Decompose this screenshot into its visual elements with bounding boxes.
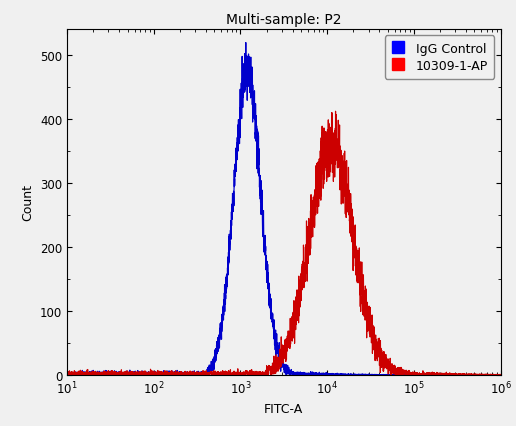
10309-1-AP (332, 109, 338, 115)
IgG Control (270, 325, 276, 330)
IgG Control (463, 372, 469, 377)
Line: IgG Control: IgG Control (67, 43, 501, 375)
10309-1-AP (463, 372, 469, 377)
IgG Control (243, 41, 249, 46)
10309-1-AP (246, 372, 252, 377)
IgG Control (379, 372, 385, 377)
IgG Control (497, 372, 504, 377)
Title: Multi-sample: P2: Multi-sample: P2 (226, 13, 342, 27)
Legend: IgG Control, 10309-1-AP: IgG Control, 10309-1-AP (384, 36, 494, 80)
10309-1-AP (270, 362, 276, 367)
IgG Control (485, 372, 491, 377)
Y-axis label: Count: Count (21, 184, 35, 221)
10309-1-AP (64, 371, 70, 377)
IgG Control (64, 370, 70, 375)
IgG Control (250, 83, 256, 88)
IgG Control (283, 372, 289, 377)
10309-1-AP (497, 372, 504, 377)
10309-1-AP (485, 372, 491, 377)
X-axis label: FITC-A: FITC-A (264, 402, 303, 415)
10309-1-AP (263, 372, 269, 377)
Line: 10309-1-AP: 10309-1-AP (67, 112, 501, 375)
10309-1-AP (379, 358, 385, 363)
10309-1-AP (250, 371, 256, 377)
IgG Control (246, 75, 252, 80)
